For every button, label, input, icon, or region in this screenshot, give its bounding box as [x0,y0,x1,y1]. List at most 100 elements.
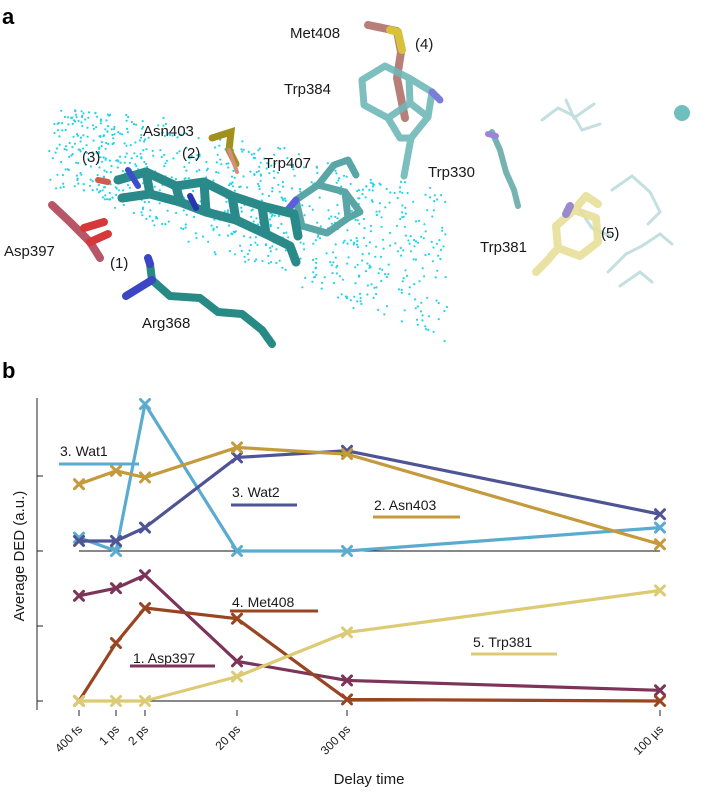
density-dot [115,193,118,196]
legend-entry: 4. Met408 [230,594,318,613]
density-dot [246,252,250,256]
density-dot [302,242,305,245]
density-dot [81,114,84,117]
density-dot [282,199,285,202]
chart-legend: 3. Wat1 3. Wat2 2. Asn403 1. Asp397 4. Met40… [59,443,557,668]
density-dot [151,149,154,152]
density-dot [238,185,241,189]
density-dot [257,170,260,173]
density-dot [248,249,251,252]
density-dot [299,257,302,260]
density-dot [299,190,302,193]
density-dot [111,196,114,199]
density-dot [395,224,398,227]
density-dot [175,211,178,214]
density-dot [413,238,416,242]
density-dot [331,272,334,275]
density-dot [383,313,386,316]
density-dot [277,146,280,149]
density-dot [250,209,253,212]
density-dot [240,148,243,151]
density-dot [331,251,335,254]
density-dot [404,212,407,215]
density-dot [265,167,268,170]
density-dot [94,112,97,115]
density-dot [111,142,114,146]
density-dot [253,156,257,160]
data-point [139,602,151,615]
density-dot [280,222,283,226]
density-dot [122,189,125,192]
density-dot [80,173,83,176]
density-dot [67,123,70,126]
arg368-residue [122,254,276,348]
density-dot [285,231,288,234]
density-dot [139,152,142,155]
density-dot [70,154,73,157]
density-dot [440,194,443,197]
density-dot [416,305,419,308]
density-dot [444,200,447,203]
density-dot [60,109,63,112]
density-dot [101,196,104,199]
density-dot [75,161,78,164]
panel-a-letter: a [2,4,15,29]
density-dot [205,169,208,172]
density-dot [194,232,197,235]
density-dot [365,185,368,188]
water-sphere [674,105,690,121]
legend-label: 3. Wat1 [60,443,108,459]
density-dot [240,206,243,209]
chart-series [73,398,666,707]
density-dot [387,273,390,276]
density-dot [361,253,364,256]
density-dot [234,253,237,256]
density-dot [258,187,261,190]
density-dot [187,177,190,180]
density-dot [188,161,191,164]
density-dot [56,147,59,150]
density-dot [267,194,270,197]
density-dot [358,222,361,225]
density-dot [97,191,101,194]
density-dot [231,185,235,188]
density-dot [400,320,403,323]
density-dot [385,275,388,279]
density-dot [421,319,424,322]
series-line [77,606,661,703]
density-dot [269,223,272,226]
density-dot [113,133,116,136]
density-dot [298,187,302,191]
density-dot [415,220,418,223]
y-axis-title: Average DED (a.u.) [11,491,28,622]
density-dot [71,146,74,149]
label-arg368: Arg368 [142,315,190,332]
asn403-residue [208,127,240,174]
x-tick-label: 300 ps [318,722,353,757]
series-3-wat1 [73,398,666,557]
density-dot [145,217,148,220]
asp397-residue [48,201,112,262]
data-point [73,695,85,707]
density-dot [432,330,435,333]
density-dot [416,323,419,326]
density-dot [421,267,424,270]
density-dot [444,276,447,279]
density-dot [404,234,407,237]
density-dot [421,314,424,317]
density-dot [49,178,52,181]
density-dot [230,182,233,185]
density-dot [125,144,128,147]
density-dot [104,158,107,161]
density-dot [329,261,332,264]
density-dot [420,301,423,304]
density-dot [356,239,359,243]
density-dot [428,196,432,199]
density-dot [105,141,108,145]
density-dot [349,182,352,186]
density-dot [326,162,329,165]
data-point [341,674,353,687]
density-dot [100,141,104,144]
density-dot [179,133,183,136]
density-dot [342,174,346,177]
